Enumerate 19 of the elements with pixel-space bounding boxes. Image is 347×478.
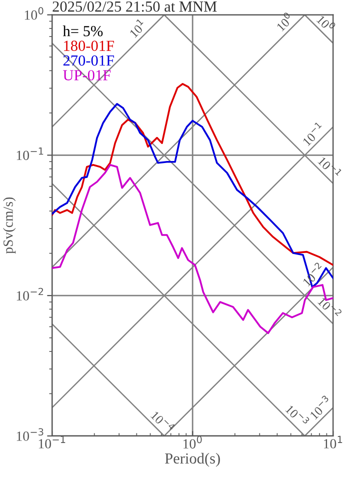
annotation: 10$^{1}$ [127, 18, 147, 38]
annotation: 10$^{−2}$ [318, 294, 342, 320]
x-axis-title: Period(s) [165, 452, 220, 467]
chart-title: 2025/02/25 21:50 at MNM [52, 1, 217, 12]
text: UP-01F [63, 70, 111, 80]
annotation: 10$^{−4}$ [150, 408, 176, 434]
y-axis-title: pSv(cm/s) [3, 197, 16, 254]
y-tick-label: 10$^{−1}$ [16, 148, 44, 160]
annotation: 10$^{−1}$ [300, 122, 326, 146]
text: 270-01F [63, 55, 114, 66]
annotation: 10$^{−1}$ [318, 154, 342, 180]
text: 180-01F [64, 40, 114, 51]
y-tick-label: 10$^{−2}$ [16, 288, 44, 301]
legend-title: h= 5% [62, 26, 103, 36]
y-tick-label: 10$^{0}$ [24, 7, 44, 20]
x-tick-label: 10$^{1}$ [324, 436, 342, 448]
annotation: 10$^{−3}$ [285, 402, 310, 428]
annotation: 10$^{−3}$ [308, 394, 332, 420]
annotation: 10$^{−2}$ [300, 262, 326, 287]
